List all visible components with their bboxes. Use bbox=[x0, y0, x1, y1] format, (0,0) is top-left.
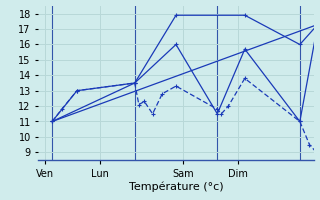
X-axis label: Température (°c): Température (°c) bbox=[129, 182, 223, 192]
